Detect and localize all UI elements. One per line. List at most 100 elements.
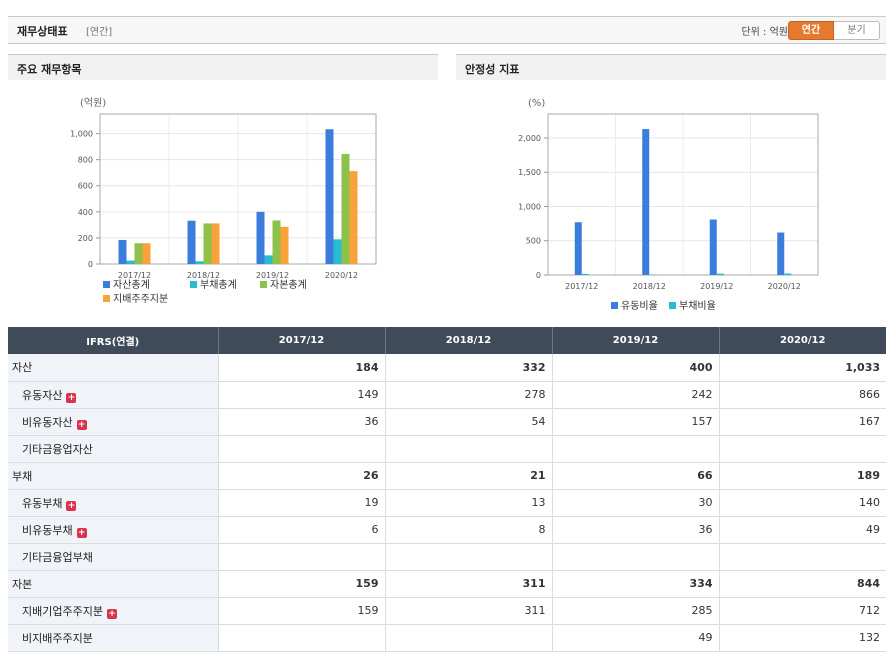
expand-plus-icon[interactable]: + bbox=[66, 392, 77, 403]
y-tick-label: 1,500 bbox=[518, 168, 541, 177]
row-label: 부채 bbox=[12, 469, 33, 483]
row-label-cell: 부채 bbox=[8, 462, 219, 490]
y-tick-label: 1,000 bbox=[518, 202, 541, 211]
bar[interactable] bbox=[272, 220, 281, 264]
y-tick-label: 0 bbox=[536, 271, 541, 280]
bar[interactable] bbox=[341, 153, 350, 264]
bar[interactable] bbox=[187, 220, 196, 264]
y-tick-label: 500 bbox=[526, 237, 541, 246]
bar[interactable] bbox=[118, 240, 127, 264]
value-cell bbox=[218, 624, 386, 652]
row-label: 기타금융업부채 bbox=[22, 550, 93, 564]
table-header-row: IFRS(연결) 2017/12 2018/12 2019/12 2020/12 bbox=[8, 327, 886, 354]
bar[interactable] bbox=[349, 171, 358, 264]
bar[interactable] bbox=[777, 232, 785, 275]
legend-label: 자산총계 bbox=[113, 279, 150, 291]
value-cell: 36 bbox=[218, 408, 386, 436]
bar[interactable] bbox=[709, 219, 717, 275]
value-cell: 26 bbox=[218, 462, 386, 490]
table-header-period: 2017/12 bbox=[218, 327, 386, 354]
row-label: 비유동자산 bbox=[22, 415, 73, 429]
quarter-button[interactable]: 분기 bbox=[834, 21, 880, 40]
bar[interactable] bbox=[280, 226, 289, 264]
table-row: 기타금융업자산 bbox=[8, 435, 886, 463]
x-tick-label: 2019/12 bbox=[700, 282, 733, 291]
table-row: 비지배주주지분 49 132 bbox=[8, 624, 886, 652]
row-label: 유동부채 bbox=[22, 496, 63, 510]
value-cell: 189 bbox=[719, 462, 886, 490]
value-cell: 13 bbox=[385, 489, 553, 517]
legend-label: 부채총계 bbox=[200, 279, 237, 291]
bar[interactable] bbox=[642, 129, 650, 275]
y-tick-label: 2,000 bbox=[518, 134, 541, 143]
period-subtitle: [연간] bbox=[86, 27, 113, 38]
row-label: 지배기업주주지분 bbox=[22, 604, 103, 618]
value-cell: 844 bbox=[719, 570, 886, 598]
bar[interactable] bbox=[195, 261, 204, 264]
bar[interactable] bbox=[211, 223, 220, 264]
table-row: 유동부채 +19 13 30 140 bbox=[8, 489, 886, 517]
table-row: 자본 159 311 334 844 bbox=[8, 570, 886, 598]
unit-label: 단위 : 억원 bbox=[741, 27, 788, 38]
legend-swatch bbox=[611, 302, 618, 309]
bar[interactable] bbox=[333, 239, 342, 264]
x-tick-label: 2019/12 bbox=[256, 271, 289, 280]
value-cell: 400 bbox=[552, 354, 720, 382]
bar[interactable] bbox=[256, 211, 265, 264]
value-cell: 159 bbox=[218, 597, 386, 625]
unit-label: (%) bbox=[528, 98, 545, 109]
legend-swatch bbox=[190, 281, 197, 288]
value-cell: 140 bbox=[719, 489, 886, 517]
value-cell: 21 bbox=[385, 462, 553, 490]
table-header-period: 2018/12 bbox=[385, 327, 553, 354]
legend-swatch bbox=[260, 281, 267, 288]
value-cell: 311 bbox=[385, 597, 553, 625]
value-cell: 30 bbox=[552, 489, 720, 517]
y-tick-label: 0 bbox=[88, 260, 93, 269]
value-cell: 149 bbox=[218, 381, 386, 409]
main-items-title: 주요 재무항목 bbox=[17, 63, 82, 76]
value-cell: 184 bbox=[218, 354, 386, 382]
bar[interactable] bbox=[325, 129, 334, 264]
expand-plus-icon[interactable]: + bbox=[106, 608, 117, 619]
value-cell: 242 bbox=[552, 381, 720, 409]
expand-plus-icon[interactable]: + bbox=[76, 419, 87, 430]
expand-plus-icon[interactable]: + bbox=[66, 500, 77, 511]
expand-plus-icon[interactable]: + bbox=[76, 527, 87, 538]
bar[interactable] bbox=[264, 255, 273, 264]
legend-swatch bbox=[103, 295, 110, 302]
bar[interactable] bbox=[784, 273, 792, 275]
row-label: 기타금융업자산 bbox=[22, 442, 93, 456]
bar[interactable] bbox=[203, 223, 212, 264]
stability-panel-header: 안정성 지표 bbox=[456, 54, 886, 80]
x-tick-label: 2018/12 bbox=[633, 282, 666, 291]
y-tick-label: 200 bbox=[78, 234, 93, 243]
bar[interactable] bbox=[126, 260, 135, 264]
bar[interactable] bbox=[574, 222, 582, 275]
legend-label: 부채비율 bbox=[679, 300, 716, 312]
bar[interactable] bbox=[581, 273, 589, 275]
value-cell: 311 bbox=[385, 570, 553, 598]
value-cell bbox=[719, 543, 886, 571]
y-tick-label: 600 bbox=[78, 182, 93, 191]
value-cell: 167 bbox=[719, 408, 886, 436]
row-label-cell: 유동자산 + bbox=[8, 381, 219, 409]
annual-button[interactable]: 연간 bbox=[788, 21, 834, 40]
value-cell: 332 bbox=[385, 354, 553, 382]
value-cell: 334 bbox=[552, 570, 720, 598]
value-cell: 49 bbox=[552, 624, 720, 652]
plot-frame bbox=[547, 113, 819, 276]
table-header-standard: IFRS(연결) bbox=[8, 327, 219, 354]
value-cell bbox=[552, 435, 720, 463]
main-items-chart: (억원) 0 200 400 600 800 1,000 2017/12 2018/12 2019… bbox=[70, 97, 377, 305]
legend-swatch bbox=[103, 281, 110, 288]
balance-sheet-table: IFRS(연결) 2017/12 2018/12 2019/12 2020/12 자산 1… bbox=[8, 327, 886, 652]
page-title: 재무상태표 bbox=[17, 25, 68, 38]
bar[interactable] bbox=[716, 273, 724, 275]
value-cell bbox=[385, 624, 553, 652]
value-cell bbox=[218, 543, 386, 571]
value-cell: 19 bbox=[218, 489, 386, 517]
table-row: 부채 26 21 66 189 bbox=[8, 462, 886, 490]
bar[interactable] bbox=[142, 243, 151, 264]
bar[interactable] bbox=[134, 243, 143, 264]
